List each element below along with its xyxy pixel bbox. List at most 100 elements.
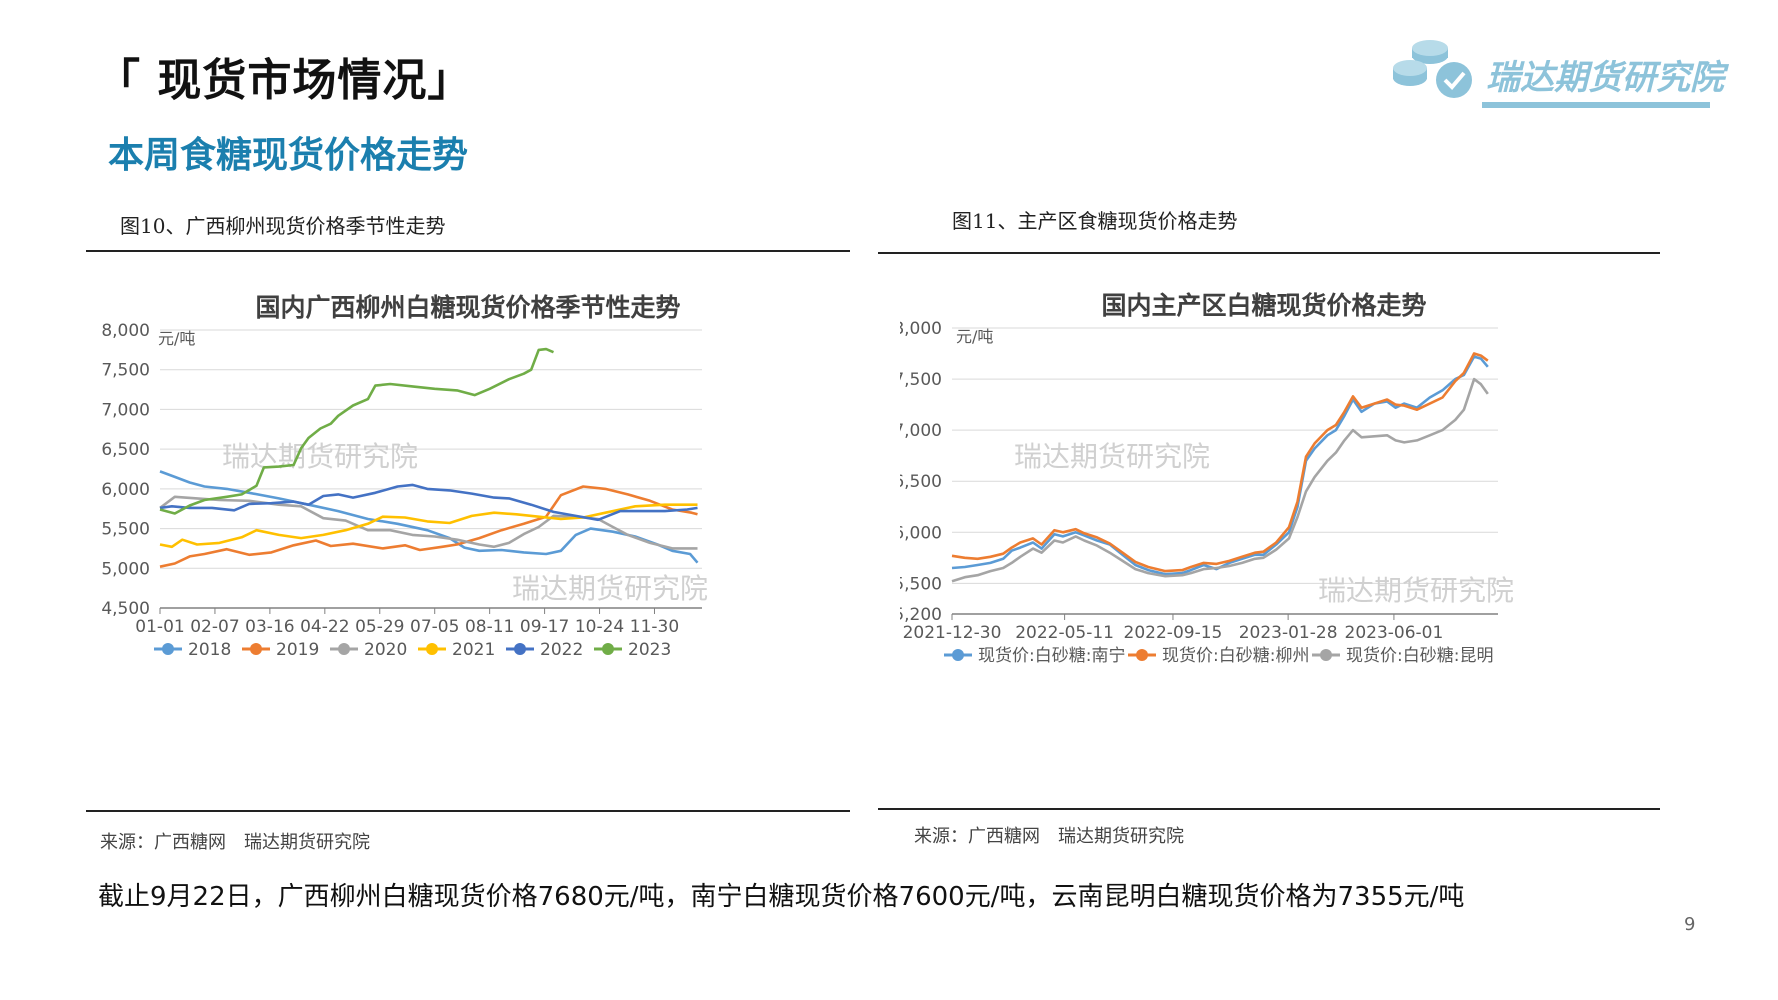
legend: 2018 2019 2020 2021 2022 2023 — [154, 640, 671, 660]
legend-item: 2020 — [330, 640, 407, 660]
chart-title: 国内广西柳州白糖现货价格季节性走势 — [255, 293, 680, 322]
legend-item: 现货价:白砂糖:南宁 — [944, 646, 1125, 666]
x-tick-label: 03-16 — [245, 617, 294, 637]
right-source-note: 来源：广西糖网 瑞达期货研究院 — [914, 826, 1184, 847]
y-tick-label: 6,000 — [101, 480, 150, 500]
y-axis-unit: 元/吨 — [158, 329, 195, 348]
x-tick-label: 2022-09-15 — [1124, 623, 1223, 643]
x-tick-label: 04-22 — [300, 617, 349, 637]
x-tick-label: 09-17 — [520, 617, 569, 637]
watermark: 瑞达期货研究院 — [222, 440, 418, 473]
series-line-2019 — [159, 485, 698, 568]
y-tick-label: 5,500 — [101, 520, 150, 540]
right-figure-caption: 图11、主产区食糖现货价格走势 — [952, 209, 1238, 233]
series-lines — [159, 347, 699, 568]
series-line-2020 — [159, 495, 698, 550]
page-subtitle: 本周食糖现货价格走势 — [108, 135, 469, 176]
legend-item: 2021 — [418, 640, 495, 660]
x-tick-label: 08-11 — [465, 617, 514, 637]
liuzhou-seasonal-chart: 国内广西柳州白糖现货价格季节性走势 元/吨 瑞达期货研究院 瑞达期货研究院 4,… — [101, 293, 708, 660]
series-line-现货价:白砂糖:昆明 — [951, 377, 1489, 583]
coins-logo-icon — [1393, 40, 1472, 98]
x-tick-label: 2023-01-28 — [1239, 623, 1338, 643]
x-tick-label: 02-07 — [190, 617, 239, 637]
legend: 现货价:白砂糖:南宁 现货价:白砂糖:柳州 现货价:白砂糖:昆明 — [944, 646, 1493, 666]
legend-swatch-marker — [602, 643, 614, 655]
y-tick-label: 8,000 — [900, 319, 942, 339]
y-tick-label: 6,500 — [900, 472, 942, 492]
conclusion-text: 截止9月22日，广西柳州白糖现货价格7680元/吨，南宁白糖现货价格7600元/… — [98, 882, 1465, 912]
y-axis-unit: 元/吨 — [956, 327, 993, 346]
x-tick-label: 07-05 — [410, 617, 459, 637]
y-tick-label: 7,500 — [900, 370, 942, 390]
legend-label: 2019 — [276, 640, 319, 660]
legend-item: 2018 — [154, 640, 231, 660]
tick-labels: 5,200 5,500 6,000 6,500 7,000 7,500 8,000 2021-… — [900, 319, 1443, 643]
legend-item: 现货价:白砂糖:昆明 — [1312, 646, 1493, 666]
watermark: 瑞达期货研究院 — [1014, 440, 1210, 473]
chart-title: 国内主产区白糖现货价格走势 — [1101, 291, 1426, 320]
x-tick-label: 05-29 — [355, 617, 404, 637]
x-tick-label: 2022-05-11 — [1015, 623, 1114, 643]
company-logo: 瑞达期货研究院 — [1390, 30, 1724, 116]
y-tick-label: 5,000 — [101, 559, 150, 579]
left-top-rule — [86, 250, 850, 252]
legend-item: 2022 — [506, 640, 583, 660]
watermark: 瑞达期货研究院 — [1318, 574, 1514, 607]
x-tick-label: 11-30 — [630, 617, 679, 637]
series-line-2021 — [159, 503, 698, 549]
legend-label: 2020 — [364, 640, 407, 660]
legend-label: 现货价:白砂糖:昆明 — [1346, 646, 1493, 666]
legend-item: 2023 — [594, 640, 671, 660]
section-title: 「 现货市场情况」 — [96, 55, 473, 106]
x-tick-label: 01-01 — [135, 617, 184, 637]
y-tick-label: 4,500 — [101, 599, 150, 619]
y-tick-label: 5,200 — [900, 605, 942, 625]
grid-lines — [952, 327, 1498, 584]
legend-item: 现货价:白砂糖:柳州 — [1128, 646, 1309, 666]
y-tick-label: 5,500 — [900, 574, 942, 594]
legend-label: 2023 — [628, 640, 671, 660]
legend-label: 现货价:白砂糖:南宁 — [978, 646, 1125, 666]
legend-swatch-marker — [250, 643, 262, 655]
series-line-现货价:白砂糖:柳州 — [951, 352, 1489, 573]
logo-underline — [1482, 102, 1710, 108]
watermark: 瑞达期货研究院 — [512, 572, 708, 605]
y-tick-label: 7,500 — [101, 361, 150, 381]
x-tick-label: 10-24 — [575, 617, 624, 637]
y-tick-label: 7,000 — [900, 421, 942, 441]
legend-swatch-marker — [952, 649, 964, 661]
logo-text: 瑞达期货研究院 — [1486, 58, 1724, 98]
legend-label: 2022 — [540, 640, 583, 660]
legend-swatch-marker — [162, 643, 174, 655]
page-number: 9 — [1684, 914, 1696, 935]
x-tick-label: 2023-06-01 — [1345, 623, 1444, 643]
left-bottom-rule — [86, 810, 850, 812]
tick-labels: 4,500 5,000 5,500 6,000 6,500 7,000 7,500 8,000… — [101, 321, 679, 637]
legend-swatch-marker — [426, 643, 438, 655]
axes — [159, 607, 702, 614]
left-figure-caption: 图10、广西柳州现货价格季节性走势 — [120, 214, 446, 238]
y-tick-label: 7,000 — [101, 400, 150, 420]
axes — [951, 613, 1498, 620]
y-tick-label: 6,000 — [900, 523, 942, 543]
series-lines — [951, 352, 1489, 583]
legend-swatch-marker — [1320, 649, 1332, 661]
legend-swatch-marker — [338, 643, 350, 655]
right-bottom-rule — [878, 808, 1660, 810]
legend-label: 2021 — [452, 640, 495, 660]
right-top-rule — [878, 252, 1660, 254]
legend-swatch-marker — [514, 643, 526, 655]
series-line-2022 — [159, 483, 698, 522]
y-tick-label: 8,000 — [101, 321, 150, 341]
series-line-现货价:白砂糖:南宁 — [951, 355, 1489, 576]
legend-swatch-marker — [1136, 649, 1148, 661]
series-line-2023 — [159, 347, 555, 515]
x-tick-label: 2021-12-30 — [903, 623, 1002, 643]
main-region-price-chart: 国内主产区白糖现货价格走势 元/吨 瑞达期货研究院 瑞达期货研究院 5,2005… — [900, 291, 1514, 666]
legend-item: 2019 — [242, 640, 319, 660]
left-source-note: 来源：广西糖网 瑞达期货研究院 — [100, 832, 370, 853]
legend-label: 现货价:白砂糖:柳州 — [1162, 646, 1309, 666]
y-tick-label: 6,500 — [101, 440, 150, 460]
legend-label: 2018 — [188, 640, 231, 660]
